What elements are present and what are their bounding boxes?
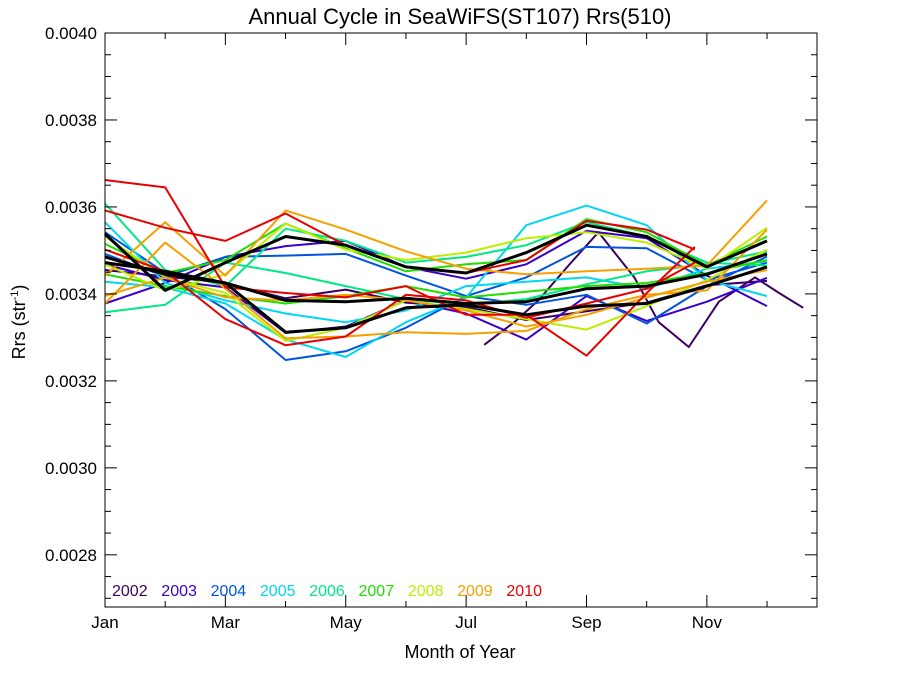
legend-item-2010: 2010 [506, 583, 542, 600]
x-tick-label: Mar [211, 613, 241, 632]
legend: 2002 2003 2004 2005 2006 2007 2008 2009 2010 [112, 583, 542, 600]
axes-layer: 0.0028 0.0030 0.0032 0.0034 0.0036 0.0038 0.00… [45, 24, 818, 632]
y-axis-label-main: Rrs (str [9, 300, 29, 359]
x-tick-label: May [330, 613, 363, 632]
chart-title: Annual Cycle in SeaWiFS(ST107) Rrs(510) [248, 4, 671, 29]
y-axis-label-close: ) [9, 285, 29, 291]
series-line-mean-22 [104, 261, 768, 334]
y-tick-label: 0.0032 [45, 372, 97, 391]
series-line-2004-5 [104, 245, 768, 298]
legend-item-2002: 2002 [112, 583, 148, 600]
series-line-mean-21 [103, 223, 768, 292]
x-axis-label: Month of Year [404, 642, 515, 662]
x-tick-label: Sep [571, 613, 601, 632]
series-line-2004-4 [104, 231, 768, 361]
y-tick-label: 0.0030 [45, 459, 97, 478]
series-line-2010-17 [104, 179, 696, 357]
y-tick-label: 0.0036 [45, 198, 97, 217]
y-axis-label-sup: -1 [9, 291, 21, 301]
plot-frame [104, 32, 818, 608]
x-tick-label: Jan [91, 613, 118, 632]
legend-item-2008: 2008 [408, 583, 444, 600]
y-tick-label: 0.0028 [45, 546, 97, 565]
series-line-2008-13 [104, 222, 768, 292]
legend-item-2006: 2006 [309, 583, 345, 600]
y-tick-label: 0.0038 [45, 111, 97, 130]
legend-item-2009: 2009 [457, 583, 493, 600]
y-axis-label: Rrs (str-1) [9, 285, 29, 360]
x-tick-label: Nov [692, 613, 723, 632]
legend-item-2004: 2004 [211, 583, 247, 600]
y-tick-label: 0.0034 [45, 285, 97, 304]
series-line-2010-19 [104, 248, 696, 347]
legend-item-2007: 2007 [359, 583, 395, 600]
series-layer [103, 179, 804, 361]
x-tick-label: Jul [455, 613, 477, 632]
y-tick-label: 0.0040 [45, 24, 97, 43]
series-line-2007-10 [104, 218, 768, 274]
legend-item-2005: 2005 [260, 583, 296, 600]
legend-item-2003: 2003 [161, 583, 197, 600]
